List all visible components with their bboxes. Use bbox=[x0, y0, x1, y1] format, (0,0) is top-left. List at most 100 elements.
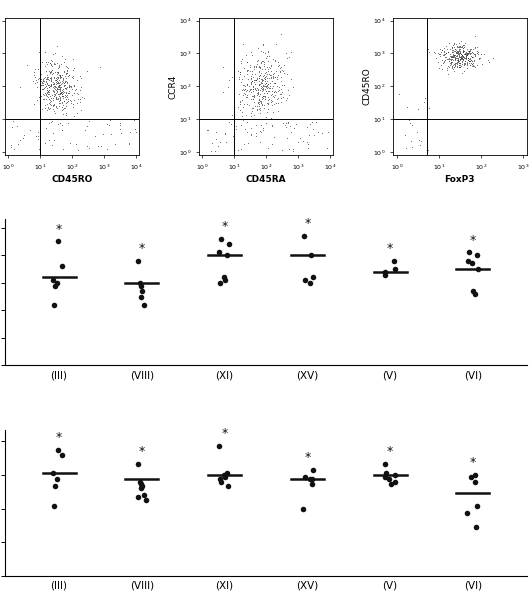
Point bbox=[452, 49, 461, 58]
Point bbox=[468, 259, 476, 268]
Point bbox=[56, 86, 64, 96]
Point bbox=[39, 84, 47, 94]
Point bbox=[456, 53, 465, 62]
Point bbox=[460, 58, 469, 67]
Point bbox=[265, 62, 273, 71]
Point bbox=[272, 82, 281, 91]
Point bbox=[53, 79, 62, 88]
Point bbox=[37, 104, 46, 113]
Point bbox=[43, 99, 52, 109]
Point bbox=[466, 56, 475, 65]
Point bbox=[459, 54, 468, 64]
Point bbox=[64, 88, 73, 98]
Point bbox=[47, 75, 55, 85]
Point bbox=[7, 122, 16, 132]
Point bbox=[448, 62, 456, 71]
Point bbox=[39, 76, 48, 86]
Point bbox=[52, 75, 61, 85]
Point bbox=[255, 80, 263, 89]
Point bbox=[53, 67, 61, 77]
Point bbox=[34, 131, 43, 140]
Point bbox=[306, 119, 314, 128]
Point bbox=[54, 60, 63, 70]
Point bbox=[468, 61, 477, 71]
Point bbox=[73, 89, 82, 99]
Point bbox=[440, 50, 448, 60]
Point bbox=[245, 100, 253, 109]
X-axis label: FoxP3: FoxP3 bbox=[445, 175, 475, 184]
Point bbox=[433, 57, 442, 67]
Point bbox=[255, 62, 263, 71]
Point bbox=[421, 94, 429, 103]
Point bbox=[55, 89, 64, 99]
Point bbox=[386, 479, 395, 488]
Point bbox=[260, 49, 269, 58]
Point bbox=[256, 70, 264, 79]
Point bbox=[253, 91, 262, 100]
Point bbox=[52, 82, 61, 92]
Point bbox=[38, 89, 47, 98]
Point bbox=[54, 80, 63, 90]
Point bbox=[456, 49, 465, 58]
Point bbox=[250, 75, 259, 85]
Point bbox=[54, 93, 63, 103]
Point bbox=[258, 79, 267, 88]
Point bbox=[44, 80, 53, 90]
Point bbox=[451, 39, 460, 49]
Point bbox=[41, 89, 49, 98]
Point bbox=[284, 117, 292, 127]
Point bbox=[460, 49, 469, 59]
Point bbox=[259, 82, 268, 91]
Point bbox=[61, 69, 70, 79]
Point bbox=[253, 56, 261, 66]
Point bbox=[43, 86, 52, 95]
Point bbox=[476, 53, 485, 62]
Point bbox=[256, 81, 265, 91]
Point bbox=[34, 74, 43, 84]
Point bbox=[250, 91, 259, 100]
Point bbox=[252, 59, 261, 69]
Point bbox=[242, 50, 250, 60]
Point bbox=[52, 79, 61, 88]
Point bbox=[64, 96, 72, 106]
Point bbox=[271, 56, 279, 66]
Point bbox=[307, 479, 316, 488]
Point bbox=[439, 56, 448, 65]
Point bbox=[465, 46, 473, 56]
Point bbox=[140, 300, 148, 310]
Point bbox=[56, 74, 65, 83]
Point bbox=[446, 49, 454, 58]
Point bbox=[250, 77, 259, 86]
Point bbox=[454, 57, 462, 67]
Point bbox=[272, 66, 280, 76]
Point bbox=[136, 479, 145, 488]
Point bbox=[457, 52, 466, 62]
Point bbox=[309, 466, 317, 475]
Point bbox=[268, 96, 276, 106]
Point bbox=[76, 71, 84, 81]
Point bbox=[447, 52, 455, 62]
Point bbox=[61, 83, 69, 93]
Point bbox=[250, 64, 258, 73]
Point bbox=[443, 47, 452, 57]
Point bbox=[63, 65, 71, 75]
Point bbox=[34, 134, 43, 143]
Point bbox=[444, 47, 453, 57]
Point bbox=[69, 55, 77, 64]
Point bbox=[259, 40, 267, 49]
Point bbox=[263, 88, 271, 97]
Point bbox=[66, 81, 74, 91]
Point bbox=[46, 95, 54, 105]
Point bbox=[243, 86, 251, 95]
Point bbox=[260, 100, 268, 110]
Point bbox=[62, 94, 70, 104]
Point bbox=[225, 239, 233, 249]
Point bbox=[448, 42, 456, 52]
Point bbox=[263, 86, 272, 96]
Point bbox=[448, 52, 457, 61]
Point bbox=[447, 47, 456, 57]
Point bbox=[460, 52, 468, 62]
Point bbox=[262, 98, 271, 108]
Point bbox=[237, 85, 246, 95]
Point bbox=[247, 103, 256, 113]
